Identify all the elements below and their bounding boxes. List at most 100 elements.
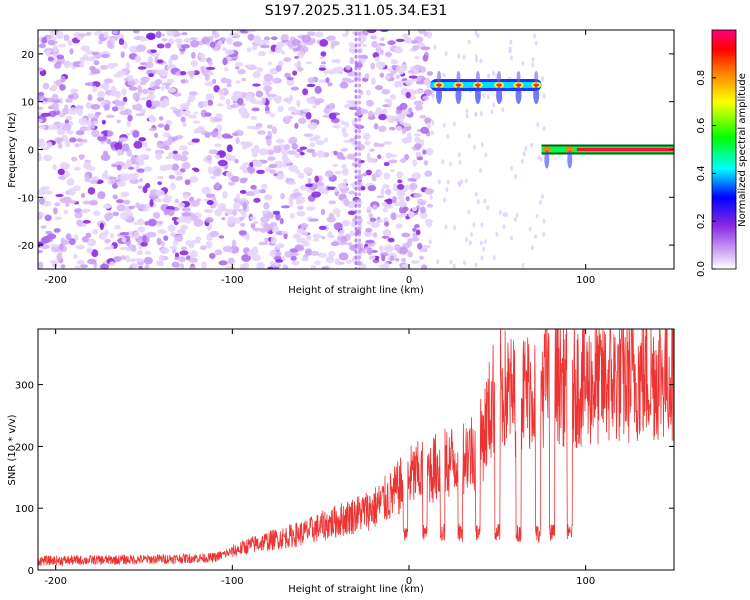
heatmap-cell [201, 36, 210, 45]
x-tick-label: -200 [44, 576, 67, 587]
heatmap-cell [174, 198, 179, 204]
heatmap-cell [486, 94, 490, 100]
heatmap-cell [341, 168, 349, 176]
heatmap-cell [472, 222, 476, 228]
heatmap-cell [344, 30, 350, 36]
heatmap-cell [332, 125, 342, 129]
heatmap-cell [266, 138, 272, 146]
heatmap-cell [281, 149, 289, 155]
heatmap-cell [349, 230, 355, 237]
heatmap-cell [208, 60, 213, 66]
heatmap-cell [367, 185, 377, 192]
heatmap-cell [365, 169, 372, 176]
heatmap-cell [358, 83, 362, 88]
heatmap-cell [417, 242, 423, 250]
heatmap-cell [64, 140, 71, 148]
heatmap-cell [346, 153, 356, 160]
heatmap-cell [262, 222, 270, 228]
heatmap-cell [241, 77, 247, 82]
heatmap-cell [234, 61, 244, 67]
heatmap-cell [143, 256, 153, 265]
heatmap-cell [84, 159, 92, 163]
heatmap-cell [38, 91, 45, 97]
heatmap-cell [253, 144, 260, 153]
heatmap-cell [127, 114, 133, 122]
heatmap-cell [245, 191, 254, 197]
heatmap-cell [161, 38, 168, 42]
heatmap-cell [306, 31, 316, 36]
heatmap-cell [114, 99, 121, 107]
heatmap-cell [236, 98, 244, 105]
heatmap-cell [74, 265, 81, 269]
heatmap-cell [227, 216, 236, 224]
heatmap-cell [314, 99, 321, 106]
heatmap-cell [78, 33, 87, 37]
heatmap-cell [90, 68, 101, 75]
heatmap-cell [387, 237, 395, 243]
heatmap-cell [187, 94, 196, 102]
heatmap-cell [49, 259, 59, 264]
heatmap-cell [43, 47, 53, 55]
heatmap-cell [137, 66, 147, 70]
heatmap-cell [275, 243, 285, 249]
spectrogram-x-label: Height of straight line (km) [288, 285, 424, 296]
heatmap-cell [390, 59, 399, 65]
heatmap-cell [364, 230, 373, 237]
heatmap-cell [475, 57, 479, 63]
heatmap-cell [398, 200, 408, 208]
heatmap-cell [182, 194, 189, 199]
heatmap-cell [354, 146, 358, 151]
heatmap-cell [87, 258, 97, 265]
heatmap-cell [325, 77, 330, 84]
heatmap-cell [50, 30, 56, 37]
heatmap-cell [143, 166, 153, 172]
heatmap-cell [230, 104, 240, 108]
heatmap-cell [296, 99, 301, 108]
heatmap-cell [179, 103, 190, 111]
heatmap-cell [416, 156, 423, 161]
heatmap-cell [103, 229, 110, 236]
heatmap-cell [209, 230, 220, 238]
heatmap-cell [67, 94, 74, 99]
heatmap-cell [140, 76, 150, 83]
heatmap-cell [354, 255, 358, 260]
heatmap-cell [354, 100, 358, 105]
heatmap-cell [328, 200, 337, 205]
y-tick-label: 10 [21, 98, 34, 109]
heatmap-cell [394, 46, 403, 54]
heatmap-cell [420, 126, 430, 134]
heatmap-cell [252, 83, 261, 87]
heatmap-cell [332, 208, 341, 215]
heatmap-cell [263, 202, 270, 210]
heatmap-cell [484, 152, 488, 158]
heatmap-cell [354, 123, 358, 128]
heatmap-cell [137, 218, 145, 226]
band-peak [542, 146, 551, 153]
heatmap-cell [187, 141, 194, 146]
heatmap-cell [206, 200, 214, 206]
heatmap-cell [160, 241, 165, 247]
heatmap-cell [358, 43, 362, 48]
heatmap-cell [299, 146, 308, 150]
colorbar-gradient [711, 29, 737, 270]
heatmap-cell [486, 205, 490, 211]
heatmap-cell [319, 56, 324, 60]
heatmap-cell [478, 168, 482, 174]
band-tail [475, 70, 480, 83]
heatmap-cell [354, 152, 358, 157]
heatmap-cell [277, 60, 284, 67]
heatmap-cell [40, 186, 50, 191]
heatmap-cell [204, 74, 210, 81]
heatmap-cell [317, 252, 327, 258]
heatmap-cell [383, 244, 394, 253]
heatmap-cell [158, 69, 168, 77]
heatmap-cell [114, 142, 123, 151]
heatmap-cell [491, 70, 495, 76]
heatmap-cell [90, 103, 101, 110]
heatmap-cell [358, 163, 362, 168]
heatmap-cell [265, 87, 270, 96]
heatmap-cell [476, 199, 480, 205]
heatmap-cell [358, 226, 362, 231]
heatmap-cell [358, 60, 362, 65]
heatmap-cell [57, 44, 67, 48]
